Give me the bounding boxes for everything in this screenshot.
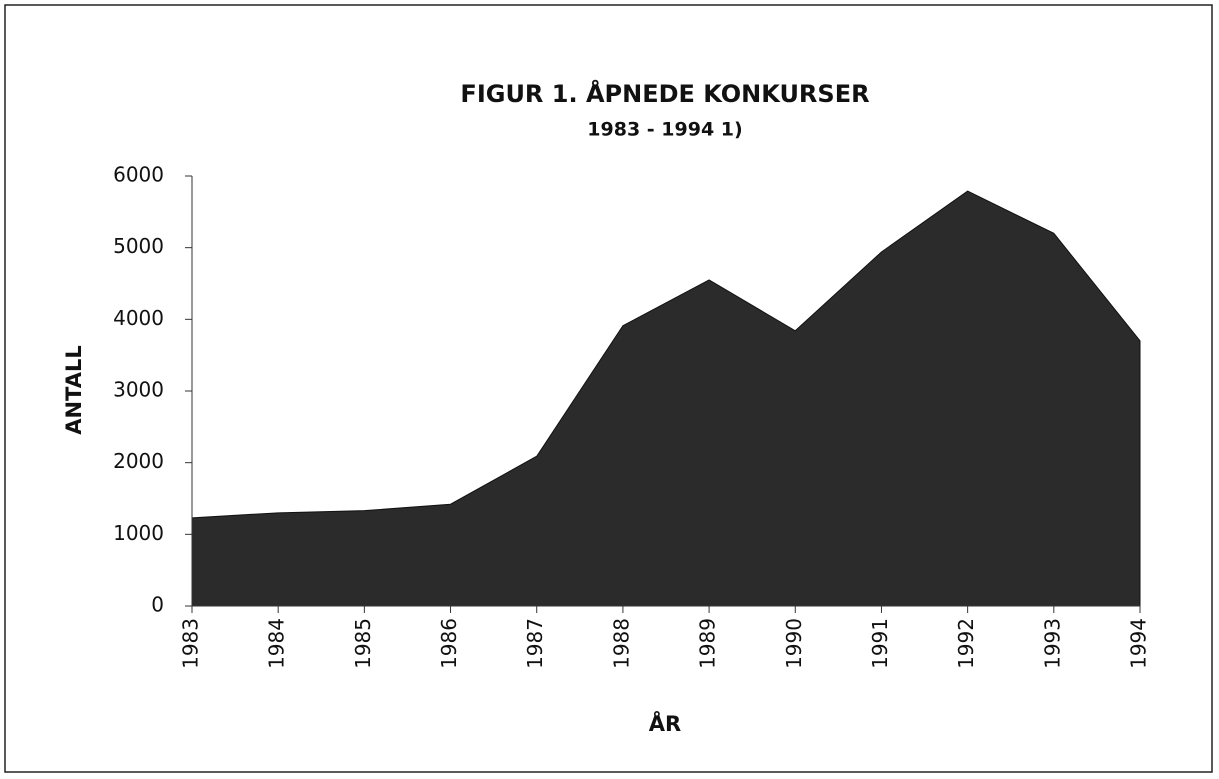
- x-tick-label: 1983: [179, 618, 203, 669]
- y-tick-label: 4000: [113, 306, 164, 330]
- x-tick-label: 1988: [609, 618, 633, 669]
- chart-title: FIGUR 1. ÅPNEDE KONKURSER: [460, 79, 869, 108]
- y-tick-label: 0: [151, 593, 164, 617]
- x-axis-title: ÅR: [649, 711, 681, 736]
- x-tick-label: 1986: [437, 618, 461, 669]
- x-tick-label: 1984: [265, 618, 289, 669]
- x-tick-label: 1994: [1127, 618, 1151, 669]
- y-tick-label: 1000: [113, 521, 164, 545]
- x-tick-label: 1990: [782, 618, 806, 669]
- y-tick-label: 3000: [113, 378, 164, 402]
- x-tick-label: 1992: [954, 618, 978, 669]
- x-tick-label: 1991: [868, 618, 892, 669]
- x-tick-label: 1993: [1040, 618, 1064, 669]
- y-tick-label: 6000: [113, 163, 164, 187]
- y-tick-label: 5000: [113, 234, 164, 258]
- y-tick-label: 2000: [113, 449, 164, 473]
- area: [191, 190, 1141, 607]
- x-tick-label: 1989: [696, 618, 720, 669]
- chart-subtitle: 1983 - 1994 1): [587, 119, 742, 141]
- x-tick-label: 1987: [523, 618, 547, 669]
- x-tick-label: 1985: [351, 618, 375, 669]
- y-axis-title: ANTALL: [62, 345, 86, 435]
